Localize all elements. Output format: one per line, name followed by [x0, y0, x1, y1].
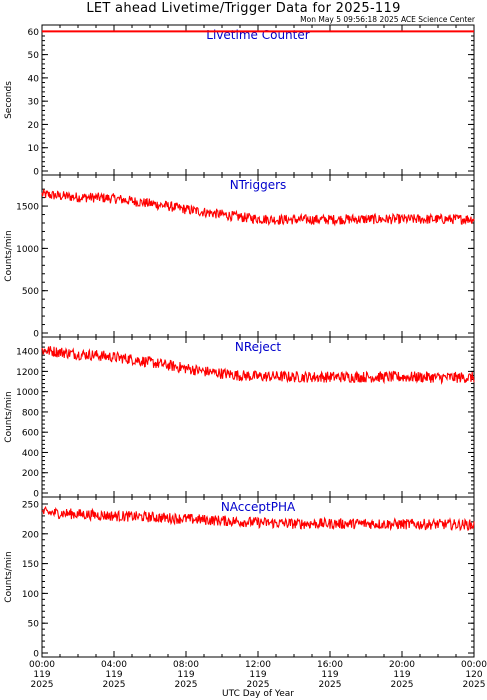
y-tick-label: 1000: [16, 245, 39, 255]
x-axis-label: UTC Day of Year: [222, 689, 294, 699]
x-tick-time-label: 16:00: [317, 660, 343, 670]
y-tick-label: 200: [22, 530, 39, 540]
x-tick-year-label: 2025: [103, 680, 126, 690]
x-tick-doy-label: 119: [105, 670, 122, 680]
y-tick-label: 50: [28, 620, 40, 630]
y-tick-label: 250: [22, 500, 39, 510]
x-tick-doy-label: 119: [321, 670, 338, 680]
y-axis-label: Counts/min: [4, 391, 14, 442]
y-tick-label: 30: [28, 98, 40, 108]
panel-title: Livetime Counter: [206, 28, 309, 42]
y-tick-label: 1000: [16, 388, 39, 398]
x-tick-year-label: 2025: [31, 680, 54, 690]
y-tick-label: 1400: [16, 348, 39, 358]
y-tick-label: 0: [33, 168, 39, 178]
x-tick-doy-label: 119: [33, 670, 50, 680]
x-tick-doy-label: 120: [465, 670, 482, 680]
series-line: [41, 189, 475, 227]
x-tick-year-label: 2025: [175, 680, 198, 690]
y-axis-label: Counts/min: [4, 551, 14, 602]
y-tick-label: 50: [28, 51, 40, 61]
x-tick-year-label: 2025: [247, 680, 270, 690]
panel-0: 0 10 20 30 40 50 60 Seconds Livetime Counter: [4, 24, 475, 178]
x-tick-year-label: 2025: [319, 680, 342, 690]
panel-title: NReject: [235, 340, 281, 354]
y-tick-label: 0: [33, 490, 39, 500]
panel-1: 0 500 1000 1500 Counts/min NTriggers: [4, 174, 475, 340]
y-tick-label: 0: [33, 330, 39, 340]
y-axis-label: Counts/min: [4, 230, 14, 281]
x-tick-year-label: 2025: [463, 680, 486, 690]
panel-frame: [41, 24, 475, 176]
series-line: [41, 505, 475, 532]
x-tick-time-label: 00:00: [29, 660, 55, 670]
y-tick-label: 800: [22, 408, 39, 418]
timestamp-label: Mon May 5 09:56:18 2025 ACE Science Cent…: [300, 15, 475, 24]
x-tick-doy-label: 119: [249, 670, 266, 680]
x-tick-time-label: 20:00: [389, 660, 415, 670]
x-tick-time-label: 12:00: [245, 660, 271, 670]
chart-title: LET ahead Livetime/Trigger Data for 2025…: [86, 1, 401, 16]
panel-title: NTriggers: [230, 178, 287, 192]
y-tick-label: 0: [33, 650, 39, 660]
y-tick-label: 200: [22, 469, 39, 479]
x-tick-doy-label: 119: [393, 670, 410, 680]
y-tick-label: 40: [28, 74, 40, 84]
y-axis-label: Seconds: [4, 81, 14, 119]
panel-title: NAcceptPHA: [221, 500, 296, 514]
series-line: [41, 346, 475, 385]
y-tick-label: 10: [28, 144, 40, 154]
y-tick-label: 20: [28, 121, 40, 131]
y-tick-label: 500: [22, 287, 39, 297]
x-tick-year-label: 2025: [391, 680, 414, 690]
x-tick-doy-label: 119: [177, 670, 194, 680]
y-tick-label: 60: [28, 28, 40, 38]
x-tick-time-label: 04:00: [101, 660, 127, 670]
y-tick-label: 100: [22, 590, 39, 600]
panel-2: 0 200 400 600 800 1000 1200 1400 Counts/min NReje…: [4, 336, 475, 500]
panel-frame: [41, 336, 475, 498]
y-tick-label: 400: [22, 449, 39, 459]
y-tick-label: 1200: [16, 368, 39, 378]
y-tick-label: 1500: [16, 203, 39, 213]
x-tick-time-label: 08:00: [173, 660, 199, 670]
x-tick-time-label: 00:00: [461, 660, 487, 670]
y-tick-label: 150: [22, 560, 39, 570]
y-tick-label: 600: [22, 429, 39, 439]
panel-3: 0 50 100 150 200 250 Counts/min NAcceptPHA: [4, 496, 475, 660]
